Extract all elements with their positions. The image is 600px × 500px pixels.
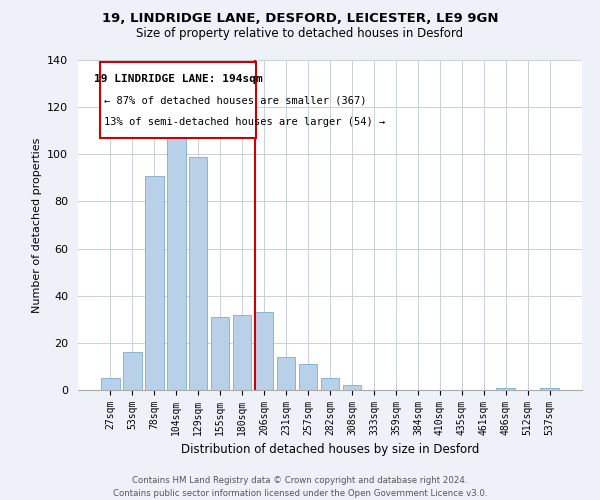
Bar [320,378,340,390]
X-axis label: Distribution of detached houses by size in Desford: Distribution of detached houses by size … [181,444,479,456]
Text: 13% of semi-detached houses are larger (54) →: 13% of semi-detached houses are larger (… [104,116,385,126]
Text: Size of property relative to detached houses in Desford: Size of property relative to detached ho… [136,28,464,40]
Bar [496,388,515,390]
Bar [101,378,119,390]
Bar [167,119,185,390]
Text: 19, LINDRIDGE LANE, DESFORD, LEICESTER, LE9 9GN: 19, LINDRIDGE LANE, DESFORD, LEICESTER, … [102,12,498,26]
Bar [145,176,164,390]
Bar [233,314,251,390]
Text: 19 LINDRIDGE LANE: 194sqm: 19 LINDRIDGE LANE: 194sqm [94,74,262,84]
Bar [189,156,208,390]
Bar [277,357,295,390]
Text: ← 87% of detached houses are smaller (367): ← 87% of detached houses are smaller (36… [104,96,366,106]
Bar [299,364,317,390]
Bar [255,312,274,390]
Bar [123,352,142,390]
Bar [343,386,361,390]
Bar [541,388,559,390]
Bar [211,317,229,390]
Y-axis label: Number of detached properties: Number of detached properties [32,138,41,312]
Bar [100,62,256,138]
Text: Contains HM Land Registry data © Crown copyright and database right 2024.
Contai: Contains HM Land Registry data © Crown c… [113,476,487,498]
